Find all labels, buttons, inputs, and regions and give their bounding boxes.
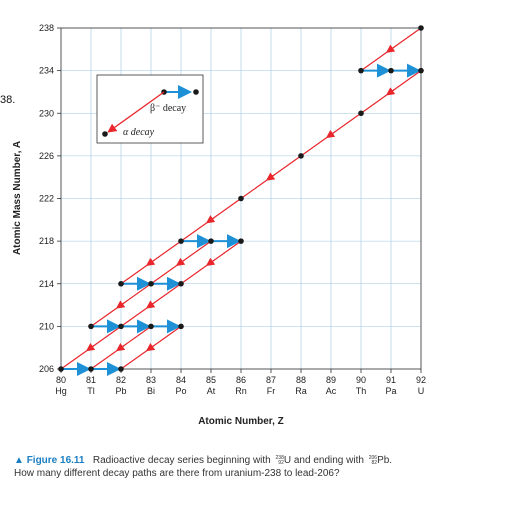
y-tick-label: 210 bbox=[39, 321, 54, 331]
nuclide-point bbox=[178, 238, 184, 244]
x-tick-element-symbol: Th bbox=[356, 386, 367, 396]
caption-text-2: and ending with bbox=[293, 455, 364, 466]
alpha-decay-arrowhead bbox=[115, 342, 126, 352]
nuclide-point bbox=[88, 323, 94, 330]
x-tick-element-symbol: At bbox=[207, 386, 216, 396]
legend-beta-point-end bbox=[193, 89, 199, 95]
legend-alpha-arrow bbox=[107, 91, 165, 133]
lead-prescript: 206 82 bbox=[368, 455, 378, 466]
alpha-decay-arrowhead bbox=[325, 129, 336, 139]
alpha-decay-arrowhead bbox=[145, 342, 156, 352]
legend-alpha-label: α decay bbox=[123, 127, 155, 138]
alpha-decay-arrowhead bbox=[205, 215, 216, 224]
x-tick-element-symbol: Po bbox=[175, 386, 186, 396]
nuclide-point bbox=[118, 366, 124, 372]
x-tick-element-symbol: Rn bbox=[235, 386, 247, 396]
nuclide-point bbox=[238, 238, 244, 244]
x-tick-element-symbol: U bbox=[418, 386, 425, 396]
x-tick-element-symbol: Bi bbox=[147, 386, 155, 396]
x-tick-element-symbol: Ac bbox=[326, 386, 337, 396]
figure-caption: ▲ Figure 16.11 Radioactive decay series … bbox=[14, 454, 504, 480]
nuclide-point bbox=[418, 25, 424, 31]
x-tick-element-symbol: Pb bbox=[115, 386, 126, 396]
x-tick-label: 85 bbox=[206, 375, 216, 385]
alpha-decay-arrowhead bbox=[205, 257, 216, 267]
y-tick-label: 218 bbox=[39, 236, 54, 246]
figure-label: Figure 16.11 bbox=[26, 455, 85, 466]
y-axis-title: Atomic Mass Number, A bbox=[12, 141, 23, 255]
x-tick-label: 88 bbox=[296, 375, 306, 385]
nuclide-point bbox=[148, 323, 154, 330]
y-tick-label: 238 bbox=[39, 23, 54, 33]
nuclide-point bbox=[178, 280, 184, 287]
nuclide-point bbox=[238, 195, 244, 202]
nuclide-point bbox=[178, 323, 184, 330]
nuclide-point bbox=[358, 67, 364, 74]
x-tick-label: 91 bbox=[386, 375, 396, 385]
lead-symbol: Pb. bbox=[377, 455, 393, 466]
y-tick-label: 222 bbox=[39, 194, 54, 204]
nuclide-point bbox=[148, 280, 154, 287]
alpha-decay-arrowhead bbox=[145, 257, 156, 267]
x-tick-label: 90 bbox=[356, 375, 366, 385]
x-tick-label: 82 bbox=[116, 375, 126, 385]
x-tick-element-symbol: Tl bbox=[87, 386, 95, 396]
nuclide-point bbox=[118, 280, 124, 287]
alpha-decay-arrowhead bbox=[385, 44, 396, 53]
x-tick-element-symbol: Hg bbox=[55, 386, 67, 396]
caption-marker: ▲ bbox=[14, 455, 24, 466]
alpha-decay-arrowhead bbox=[85, 342, 96, 352]
beta-decay-arrows bbox=[61, 63, 421, 376]
caption-question: How many different decay paths are there… bbox=[14, 468, 340, 479]
x-tick-label: 83 bbox=[146, 375, 156, 385]
alpha-decay-arrows bbox=[60, 27, 422, 370]
x-tick-label: 89 bbox=[326, 375, 336, 385]
y-tick-label: 214 bbox=[39, 279, 54, 289]
x-tick-label: 81 bbox=[86, 375, 96, 385]
x-tick-element-symbol: Fr bbox=[267, 386, 276, 396]
uranium-prescript: 238 92 bbox=[275, 455, 284, 466]
x-axis-title: Atomic Number, Z bbox=[198, 416, 284, 427]
x-tick-element-symbol: Ra bbox=[295, 386, 307, 396]
x-tick-element-symbol: Pa bbox=[385, 386, 396, 396]
alpha-decay-arrowhead bbox=[175, 257, 186, 267]
x-tick-label: 92 bbox=[416, 375, 426, 385]
alpha-decay-arrowhead bbox=[265, 172, 276, 181]
nuclide-point bbox=[118, 323, 124, 330]
nuclide-point bbox=[358, 110, 364, 117]
y-tick-label: 230 bbox=[39, 108, 54, 118]
x-tick-label: 86 bbox=[236, 375, 246, 385]
caption-text-1: Radioactive decay series beginning with bbox=[92, 455, 271, 466]
x-tick-label: 87 bbox=[266, 375, 276, 385]
nuclide-point bbox=[208, 238, 214, 244]
nuclide-points bbox=[58, 25, 424, 372]
nuclide-point bbox=[58, 366, 64, 372]
stray-label: 38. bbox=[0, 94, 16, 106]
nuclide-point bbox=[418, 67, 424, 74]
legend-beta-label: β⁻ decay bbox=[150, 103, 186, 114]
x-tick-label: 84 bbox=[176, 375, 186, 385]
alpha-decay-arrowhead bbox=[385, 87, 396, 96]
legend: β⁻ decay α decay bbox=[96, 74, 204, 144]
y-tick-label: 234 bbox=[39, 66, 54, 76]
legend-alpha-point bbox=[102, 131, 108, 137]
nuclide-point bbox=[298, 153, 304, 159]
alpha-decay-arrowhead bbox=[115, 300, 126, 309]
alpha-decay-arrowhead bbox=[145, 300, 156, 309]
nuclide-point bbox=[88, 366, 94, 372]
uranium-symbol: U bbox=[283, 455, 292, 466]
nuclide-point bbox=[388, 67, 394, 74]
y-tick-label: 226 bbox=[39, 151, 54, 161]
x-tick-label: 80 bbox=[56, 375, 66, 385]
y-tick-label: 206 bbox=[39, 364, 54, 374]
